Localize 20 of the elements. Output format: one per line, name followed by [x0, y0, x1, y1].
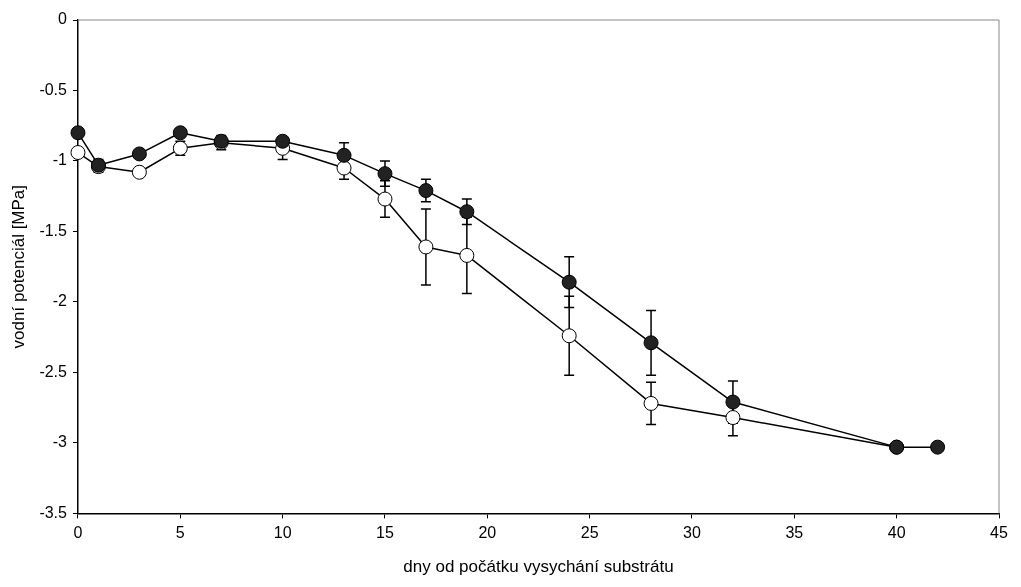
x-tick-label: 40 [887, 524, 906, 542]
x-tick-label: 15 [376, 524, 394, 542]
y-tick-label: 0 [58, 10, 68, 28]
y-tick-label: -2.5 [39, 362, 68, 380]
x-tick-label: 5 [175, 524, 185, 542]
y-tick-label: -2 [52, 292, 68, 310]
y-tick-label: -0.5 [39, 80, 68, 98]
x-tick-label: 35 [785, 524, 804, 542]
y-tick-label: -1.5 [39, 221, 68, 239]
x-tick-label: 20 [478, 524, 497, 542]
y-tick-label: -3.5 [39, 503, 68, 521]
x-tick-label: 30 [683, 524, 701, 542]
x-tick-label: 25 [580, 524, 599, 542]
y-axis-title: vodní potenciál [MPa] [8, 184, 28, 349]
x-tick-label: 45 [990, 524, 1008, 542]
y-tick-label: -1 [52, 151, 68, 169]
x-tick-label: 0 [73, 524, 83, 542]
x-axis-title: dny od počátku vysychání substrátu [403, 557, 674, 577]
y-tick-label: -3 [52, 433, 68, 451]
x-tick-label: 10 [273, 524, 292, 542]
